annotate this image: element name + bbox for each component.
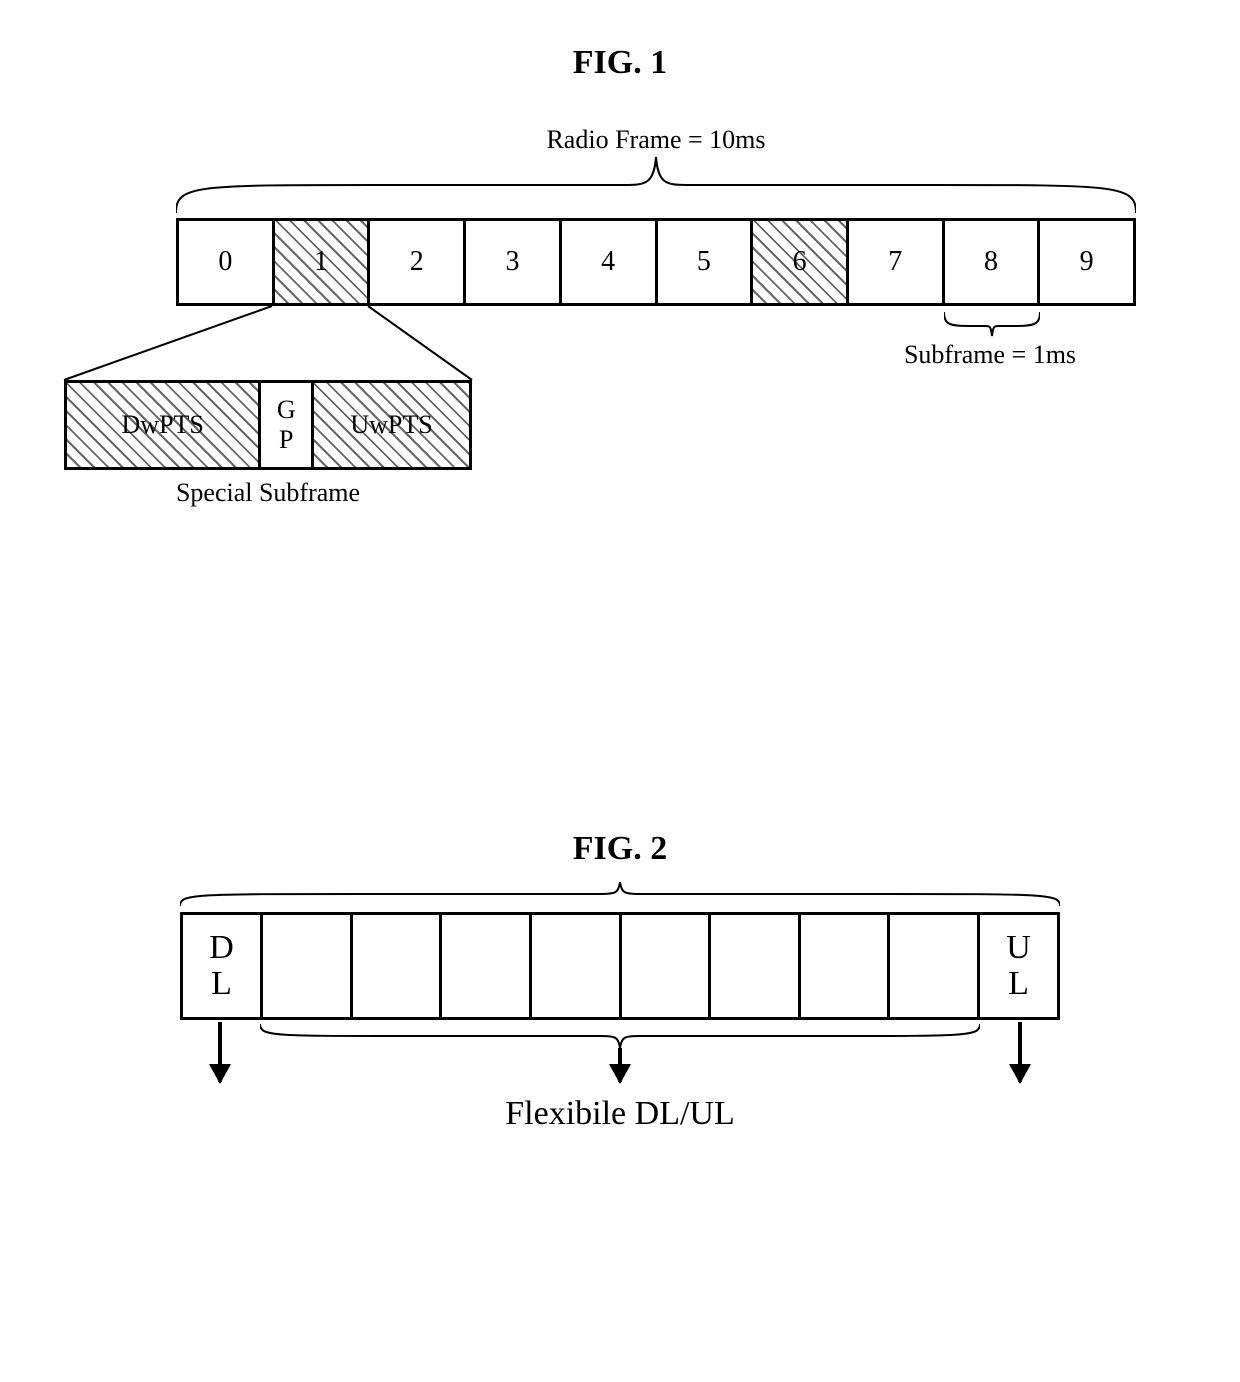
subframe-1: 1: [275, 221, 371, 303]
fig2-title: FIG. 2: [0, 830, 1240, 868]
uwpts-cell: UwPTS: [314, 383, 472, 467]
flex-cell-2: [442, 915, 532, 1017]
subframe-6: 6: [753, 221, 849, 303]
brace-top: [176, 155, 1136, 215]
flex-cell-6: [801, 915, 891, 1017]
arrow-flex: [618, 1048, 622, 1082]
subframe-4: 4: [562, 221, 658, 303]
fig2-brace-bottom: [260, 1022, 980, 1050]
fig2-brace-top-svg: [180, 880, 1060, 908]
dwpts-cell: DwPTS: [67, 383, 261, 467]
special-subframe: DwPTS G P UwPTS: [64, 380, 472, 470]
subframe-3: 3: [466, 221, 562, 303]
fig2-brace-bottom-svg: [260, 1022, 980, 1050]
ul-cell: U L: [980, 915, 1060, 1017]
figure-1: FIG. 1 Radio Frame = 10ms 0123456789 DwP…: [0, 0, 1240, 700]
brace-subframe: [944, 310, 1040, 338]
fig2-brace-top: [180, 880, 1060, 908]
subframe-7: 7: [849, 221, 945, 303]
figure-2: FIG. 2 D L U L Flexibile DL/UL: [0, 830, 1240, 1330]
flex-cell-4: [622, 915, 712, 1017]
fig1-title: FIG. 1: [0, 44, 1240, 82]
flex-cell-7: [890, 915, 980, 1017]
subframe-8: 8: [945, 221, 1041, 303]
special-subframe-label: Special Subframe: [64, 478, 472, 508]
brace-top-svg: [176, 155, 1136, 215]
flex-cell-5: [711, 915, 801, 1017]
brace-subframe-svg: [944, 310, 1040, 338]
fig2-frame: D LU L: [180, 912, 1060, 1020]
arrow-dl: [218, 1022, 222, 1082]
flex-cell-0: [263, 915, 353, 1017]
gp-cell: G P: [261, 383, 314, 467]
subframe-2: 2: [370, 221, 466, 303]
subframe-0: 0: [179, 221, 275, 303]
subframe-9: 9: [1040, 221, 1136, 303]
flex-cell-3: [532, 915, 622, 1017]
subframe-1ms-label: Subframe = 1ms: [820, 340, 1160, 370]
subframe-5: 5: [658, 221, 754, 303]
flexible-label: Flexibile DL/UL: [260, 1095, 980, 1133]
flex-cell-1: [353, 915, 443, 1017]
radio-frame: 0123456789: [176, 218, 1136, 306]
arrow-ul: [1018, 1022, 1022, 1082]
radio-frame-label: Radio Frame = 10ms: [176, 125, 1136, 155]
dl-cell: D L: [183, 915, 263, 1017]
